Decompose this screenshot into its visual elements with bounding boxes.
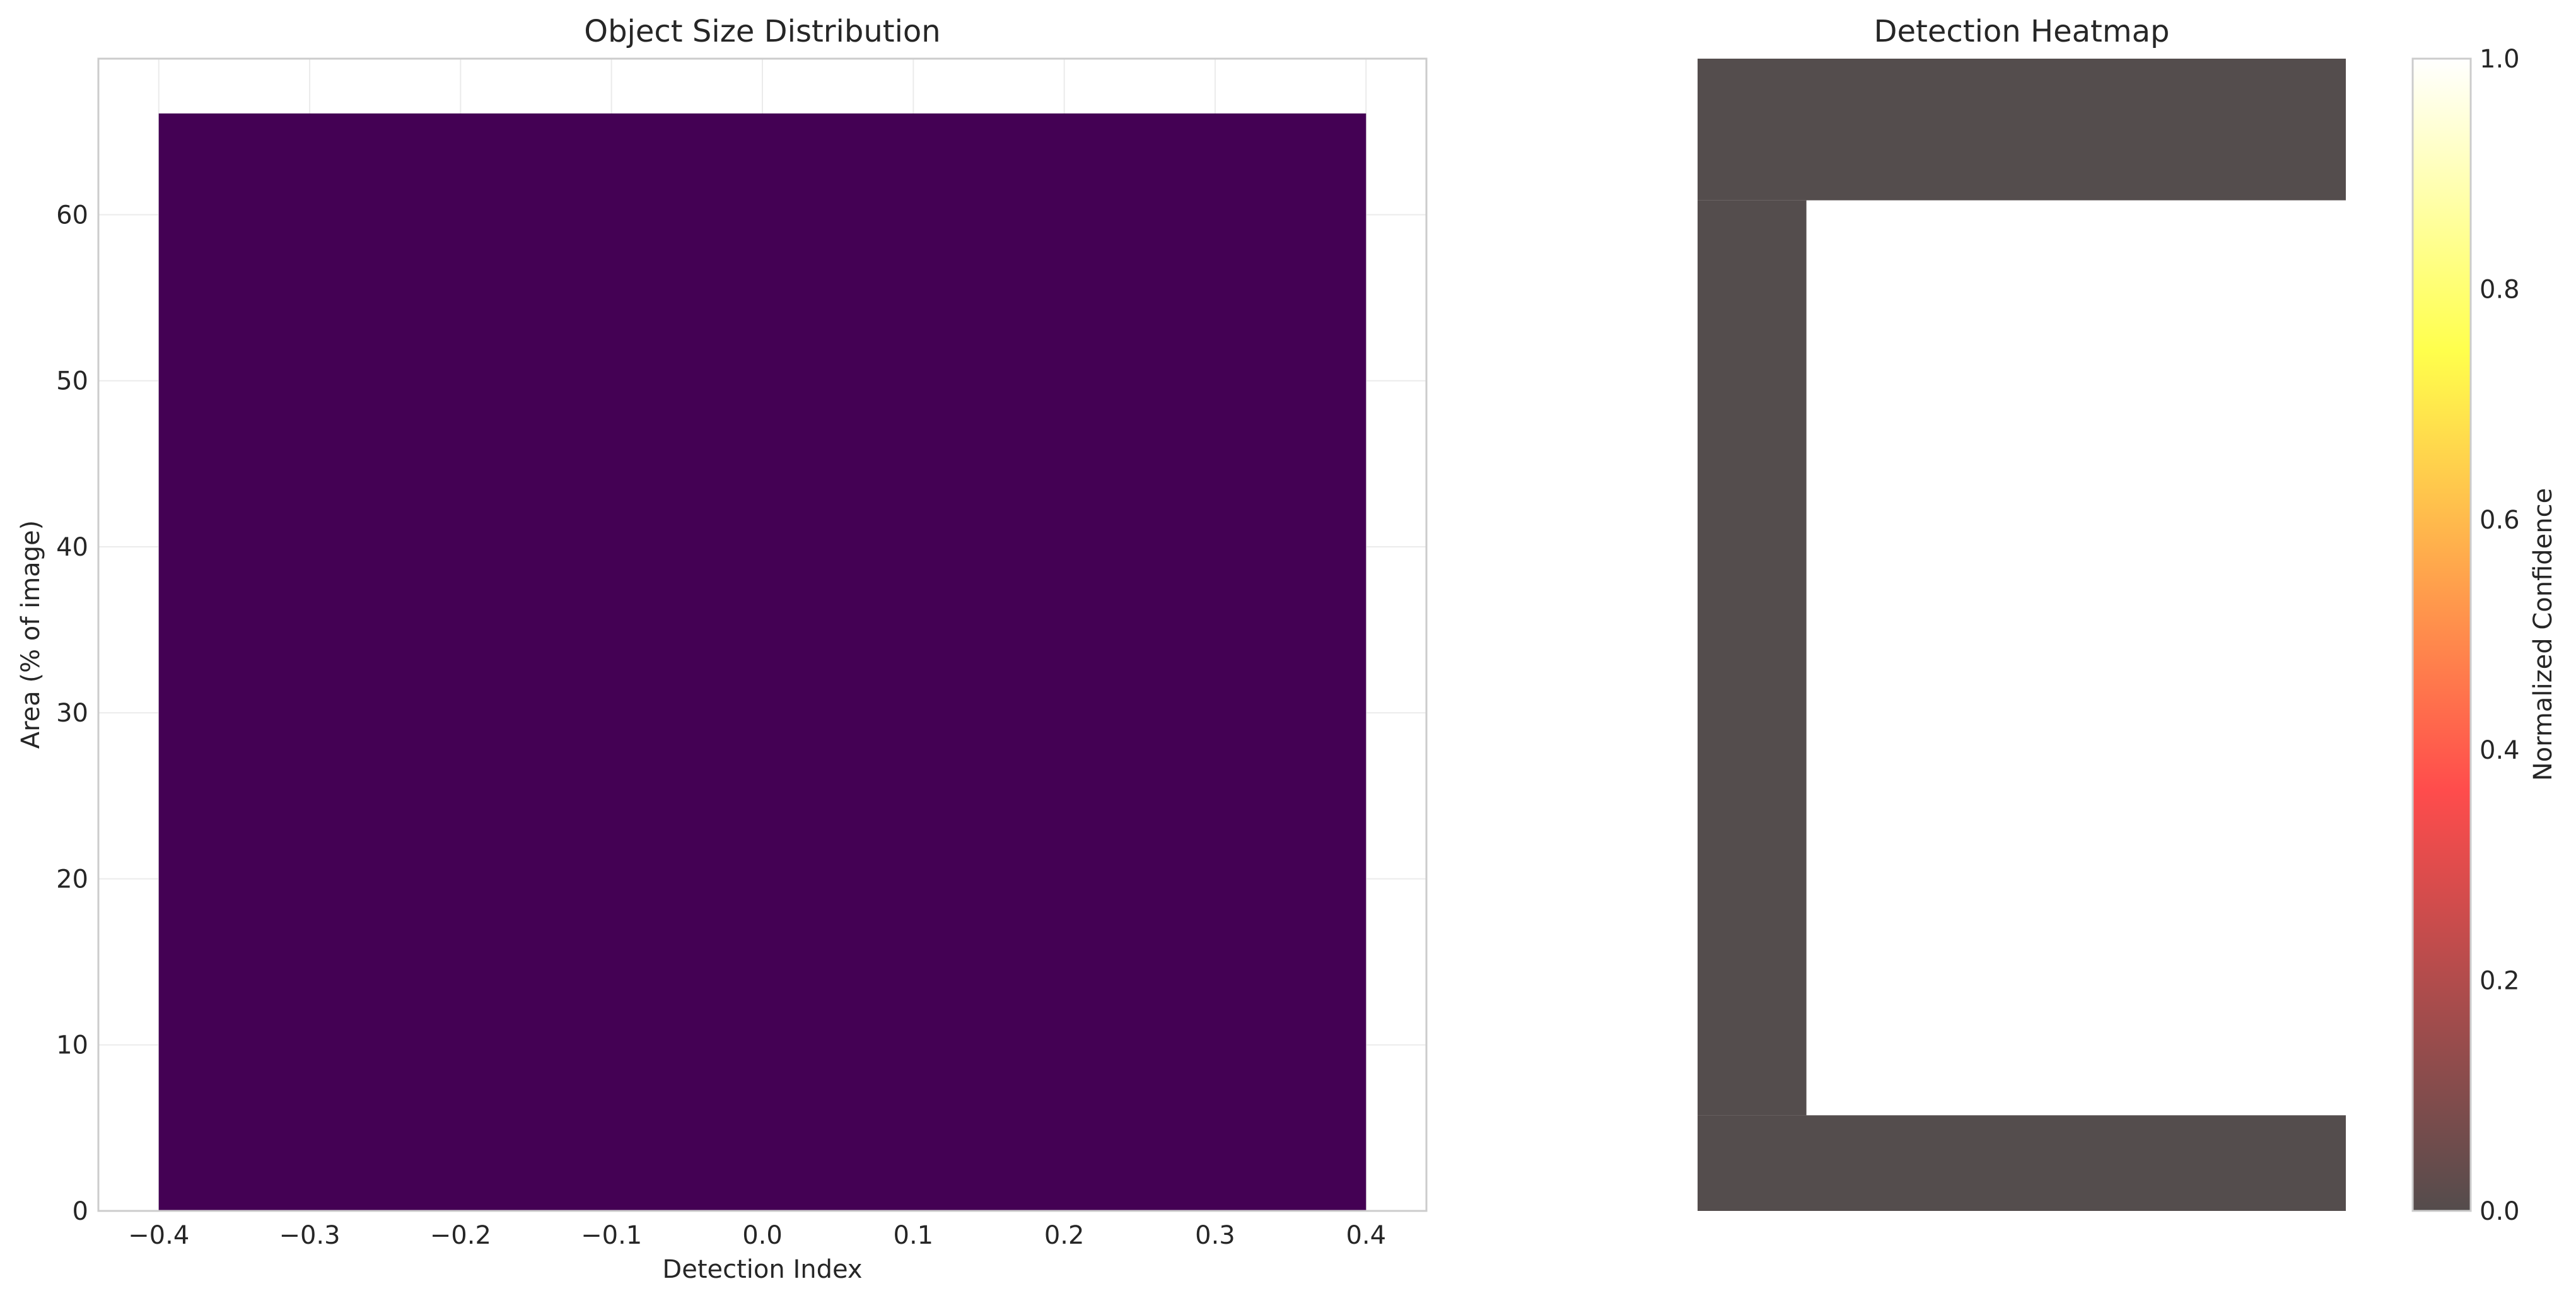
bar-y-axis-label: Area (% of image) [16, 520, 45, 749]
bar-x-tick-label: −0.2 [430, 1221, 491, 1250]
bar-y-tick-label: 50 [56, 367, 88, 396]
colorbar-label: Normalized Confidence [2529, 488, 2558, 781]
bar-x-tick-label: −0.1 [581, 1221, 642, 1250]
bar-x-tick-label: 0.1 [894, 1221, 934, 1250]
heatmap-cell [1806, 200, 2346, 1116]
heatmap-cell [1698, 1115, 2346, 1211]
heatmap-cells [1698, 59, 2346, 1211]
colorbar-ticks: 0.0 0.2 0.4 0.6 0.8 1.0 [2480, 45, 2520, 1226]
bar-plot-frame [97, 57, 1428, 1212]
colorbar: 0.0 0.2 0.4 0.6 0.8 1.0 Normalized Confidence [2411, 45, 2558, 1226]
bar-x-ticks: −0.4 −0.3 −0.2 −0.1 0.0 0.1 0.2 0.3 0.4 [128, 1221, 1386, 1250]
bar-x-tick-label: 0.3 [1195, 1221, 1235, 1250]
bar [158, 113, 1367, 1211]
bar-y-tick-label: 10 [56, 1031, 88, 1060]
bar-y-tick-label: 40 [56, 533, 88, 562]
bar-y-tick-label: 60 [56, 201, 88, 230]
heatmap-title: Detection Heatmap [1874, 14, 2170, 49]
heatmap-cell [1698, 200, 1807, 1116]
colorbar-gradient [2411, 57, 2472, 1212]
bar-y-tick-label: 0 [73, 1197, 88, 1226]
object-size-chart: Object Size Distribution −0.4 −0.3 −0.2 −0.… [16, 14, 1428, 1284]
bar-y-tick-label: 30 [56, 699, 88, 728]
colorbar-tick-label: 0.2 [2480, 967, 2520, 996]
bar-x-tick-label: −0.3 [279, 1221, 340, 1250]
bar-x-tick-label: −0.4 [128, 1221, 189, 1250]
bar-y-tick-label: 20 [56, 865, 88, 894]
colorbar-tick-label: 0.6 [2480, 506, 2520, 535]
colorbar-tick-label: 0.0 [2480, 1197, 2520, 1226]
detection-heatmap-chart: Detection Heatmap [1698, 14, 2346, 1211]
bar-y-ticks: 0 10 20 30 40 50 60 [56, 201, 88, 1226]
bar-marks [158, 113, 1367, 1211]
bar-x-axis-label: Detection Index [662, 1255, 862, 1284]
colorbar-tick-label: 0.4 [2480, 736, 2520, 765]
bar-x-tick-label: 0.0 [742, 1221, 783, 1250]
bar-x-tick-label: 0.2 [1044, 1221, 1085, 1250]
heatmap-cell [1698, 59, 2346, 201]
bar-chart-title: Object Size Distribution [584, 14, 940, 49]
colorbar-tick-label: 0.8 [2480, 275, 2520, 304]
bar-x-tick-label: 0.4 [1346, 1221, 1386, 1250]
colorbar-tick-label: 1.0 [2480, 45, 2520, 74]
